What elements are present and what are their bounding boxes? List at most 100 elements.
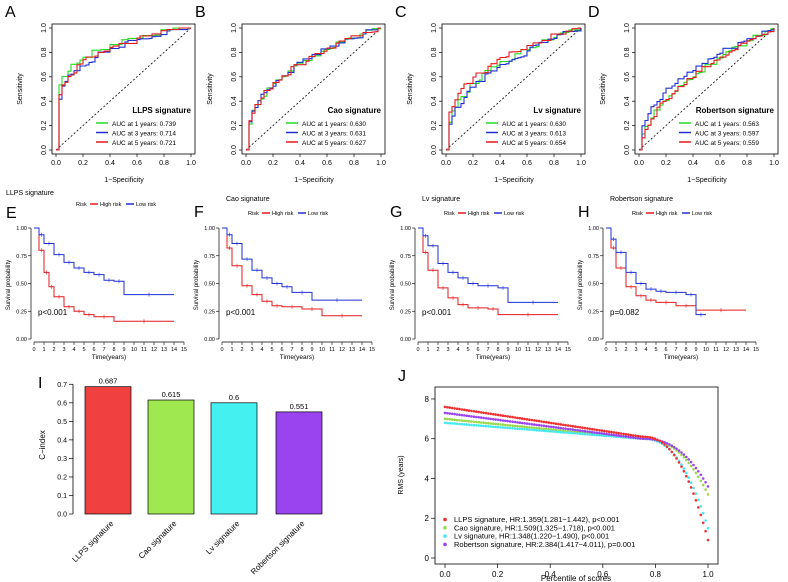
km-x-tick-label: 0: [220, 347, 223, 353]
rms-point: [559, 430, 563, 434]
rms-point: [631, 434, 635, 437]
roc-x-tick-label: 0.4: [688, 160, 698, 167]
roc-y-label: Sensitivity: [600, 73, 607, 105]
rms-point: [458, 422, 461, 426]
rms-point: [634, 434, 637, 438]
km-y-tick-label: 0.00: [588, 337, 599, 343]
rms-point: [472, 410, 476, 413]
rms-point: [448, 406, 452, 409]
rms-point: [443, 417, 447, 421]
rms-point: [484, 417, 488, 420]
roc-x-tick-label: 0.0: [441, 160, 451, 167]
roc-legend-entry: AUC at 1 years: 0.563: [695, 121, 759, 128]
rms-point: [516, 416, 519, 420]
rms-point: [465, 408, 469, 412]
roc-plot-frame: [241, 23, 386, 155]
rms-point: [672, 445, 676, 449]
rms-point: [530, 418, 534, 422]
roc-y-tick-label: 0.4: [624, 96, 631, 106]
rms-point: [602, 432, 606, 436]
rms-point: [583, 429, 587, 433]
km-x-tick-label: 1: [614, 347, 617, 353]
rms-point: [533, 419, 536, 422]
rms-point: [542, 420, 546, 424]
bar-y-tick-label: 0.7: [57, 382, 67, 389]
rms-point: [450, 418, 454, 421]
rms-point: [569, 431, 572, 435]
rms-point: [612, 433, 616, 437]
roc-y-tick-label: 0.6: [231, 72, 238, 82]
roc-y-tick-label: 0.0: [431, 145, 438, 155]
rms-point: [458, 407, 461, 411]
km-panel-letter: H: [578, 204, 590, 221]
km-curve-high-risk: [34, 227, 174, 322]
rms-point: [588, 433, 592, 436]
rms-point: [663, 441, 666, 444]
km-legend-risk: Risk: [632, 211, 643, 217]
bar-y-tick-label: 0.5: [57, 419, 67, 426]
rms-point: [627, 435, 630, 439]
rms-point: [682, 453, 686, 456]
rms-point: [644, 437, 647, 441]
rms-point: [699, 479, 703, 483]
rms-point: [694, 499, 698, 502]
km-pvalue: p<0.001: [422, 308, 452, 317]
km-x-tick-label: 12: [151, 347, 157, 353]
km-curve-high-risk: [606, 227, 746, 311]
rms-point: [547, 421, 551, 424]
bar-y-tick-label: 0.2: [57, 474, 67, 481]
rms-point: [549, 425, 553, 429]
km-legend-high: High risk: [272, 211, 294, 217]
km-legend-low: Low risk: [308, 211, 328, 217]
rms-point: [528, 418, 531, 422]
roc-x-label: 1−Specificity: [494, 177, 534, 184]
rms-point: [494, 422, 498, 426]
rms-x-tick-label: 0.8: [650, 570, 662, 579]
rms-point: [706, 538, 710, 542]
km-x-tick-label: 3: [446, 347, 449, 353]
rms-point: [680, 451, 683, 454]
rms-point: [549, 421, 553, 425]
km-y-tick-label: 0.75: [204, 254, 215, 260]
rms-point: [561, 431, 565, 434]
rms-point: [600, 429, 604, 432]
rms-legend-swatch: [443, 517, 447, 522]
roc-curve-1yr: [56, 27, 191, 151]
rms-point: [569, 428, 572, 431]
rms-point: [636, 434, 640, 438]
km-x-tick-label: 0: [416, 347, 419, 353]
rms-point: [547, 429, 551, 433]
km-y-tick-label: 0.75: [16, 254, 27, 260]
rms-point: [475, 424, 478, 427]
km-x-tick-label: 3: [634, 347, 637, 353]
rms-point: [475, 410, 478, 414]
km-x-tick-label: 5: [270, 347, 273, 353]
km-pvalue: p<0.001: [226, 308, 256, 317]
km-y-tick-label: 0.25: [16, 309, 27, 315]
rms-point: [680, 453, 683, 457]
rms-x-tick-label: 0.4: [545, 570, 557, 579]
rms-point: [499, 426, 502, 429]
rms-point: [545, 424, 548, 428]
bar-value-label: 0.615: [162, 390, 181, 399]
rms-point: [545, 429, 548, 433]
roc-y-tick-label: 1.0: [41, 23, 48, 33]
roc-y-tick-label: 0.4: [431, 96, 438, 106]
rms-point: [477, 416, 481, 419]
rms-point: [554, 428, 558, 432]
rms-point: [504, 423, 507, 427]
rms-point: [595, 428, 599, 432]
rms-point: [600, 434, 604, 437]
roc-x-tick-label: 1.0: [576, 160, 586, 167]
rms-point: [588, 427, 592, 431]
rms-point: [520, 427, 524, 431]
rms-point: [487, 412, 490, 415]
rms-point: [576, 429, 579, 432]
rms-point: [470, 420, 473, 423]
rms-point: [697, 498, 700, 502]
km-x-tick-label: 7: [486, 347, 489, 353]
bar: [210, 402, 258, 515]
rms-point: [615, 434, 618, 437]
rms-point: [533, 428, 536, 432]
rms-point: [528, 422, 531, 426]
